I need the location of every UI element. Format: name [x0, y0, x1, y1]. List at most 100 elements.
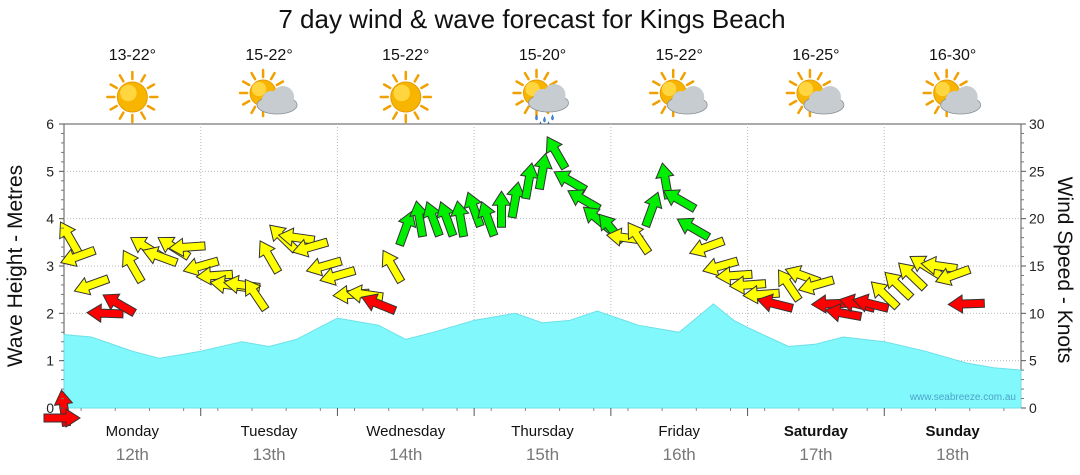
day-temperature-label: 15-22° — [382, 47, 429, 64]
y-right-tick-label: 25 — [1029, 163, 1045, 179]
partly-cloudy-icon — [922, 68, 982, 118]
wind-arrow-shape — [291, 237, 330, 258]
wind-arrow — [195, 265, 234, 286]
wind-arrow — [641, 191, 663, 229]
wind-arrow — [102, 293, 137, 318]
wind-arrow-shape — [102, 293, 137, 318]
wind-arrow-shape — [195, 265, 234, 286]
partly-cloudy-icon — [785, 68, 845, 118]
wind-arrow — [533, 152, 553, 191]
wind-arrow — [450, 200, 470, 238]
y-axis-left-label: Wave Height - Metres — [4, 165, 27, 367]
wind-arrow-shape — [897, 262, 929, 292]
wind-arrow — [728, 275, 767, 296]
wind-arrow-shape — [947, 294, 985, 314]
day-date-label: 18th — [936, 445, 969, 464]
wind-arrow-shape — [797, 275, 835, 296]
y-left-tick-label: 4 — [46, 211, 54, 227]
wind-arrow — [934, 264, 972, 287]
y-right-tick-label: 15 — [1029, 258, 1045, 274]
wind-arrow-shape — [852, 293, 890, 313]
wind-arrow-shape — [567, 189, 602, 213]
wind-arrow-shape — [436, 200, 458, 238]
wind-arrow — [553, 170, 589, 194]
wind-arrow — [395, 210, 417, 248]
y-right-tick-label: 30 — [1029, 116, 1045, 132]
y-left-tick-label: 2 — [46, 305, 54, 321]
rain-shower-icon — [512, 68, 569, 128]
wind-arrow — [920, 255, 958, 276]
wind-arrow-shape — [519, 162, 540, 200]
wind-arrow — [567, 189, 602, 213]
wind-arrow-shape — [168, 237, 206, 258]
wind-arrow — [702, 256, 740, 277]
wind-arrow-shape — [545, 136, 570, 171]
day-name-label: Friday — [658, 423, 700, 440]
wind-arrow — [491, 190, 512, 228]
sunny-icon — [379, 70, 433, 124]
wind-arrow-shape — [506, 181, 526, 219]
sunny-icon — [106, 70, 159, 124]
wind-arrow — [756, 293, 794, 313]
day-name-label: Thursday — [511, 423, 574, 440]
wind-arrow-shape — [73, 274, 111, 296]
wind-arrow-shape — [258, 240, 283, 275]
y-left-tick-label: 5 — [46, 163, 54, 179]
wind-arrow — [59, 221, 83, 256]
wind-arrow — [319, 266, 357, 286]
axes: 0 1 2 3 4 5 6 0 5 10 15 20 25 30 — [46, 116, 1045, 416]
wind-arrow-shape — [533, 152, 553, 191]
y-right-tick-label: 20 — [1029, 211, 1045, 227]
day-name-label: Monday — [106, 423, 160, 440]
wind-arrow-shape — [43, 408, 81, 428]
wind-arrow-shape — [688, 236, 726, 258]
wind-arrow — [141, 245, 179, 268]
wind-arrow-shape — [884, 271, 915, 301]
wind-arrow — [59, 245, 97, 268]
day-date-label: 16th — [663, 445, 696, 464]
wind-arrow — [244, 278, 270, 313]
wind-arrow — [305, 256, 343, 277]
wind-arrow-shape — [409, 200, 429, 238]
wind-arrow — [852, 293, 890, 313]
wind-arrow — [477, 200, 499, 238]
wind-arrow-shape — [59, 245, 97, 268]
wind-arrow — [86, 303, 124, 324]
wind-arrow-shape — [715, 265, 753, 286]
wind-arrow-shape — [824, 302, 863, 323]
wind-arrow-shape — [463, 191, 485, 229]
y-right-tick-label: 5 — [1029, 353, 1037, 369]
wind-arrow — [676, 217, 712, 242]
day-name-label: Sunday — [926, 423, 981, 440]
wind-arrow-shape — [702, 256, 740, 277]
wind-arrow-shape — [86, 303, 124, 324]
day-labels: Monday 12th Tuesday 13th Wednesday 14th Thursd… — [106, 423, 981, 464]
wind-arrow-shape — [477, 200, 499, 238]
wind-arrow — [422, 200, 444, 238]
wind-arrow-shape — [141, 245, 179, 268]
day-name-label: Saturday — [784, 423, 849, 440]
wind-arrow — [688, 236, 726, 258]
wind-arrow-shape — [381, 249, 406, 285]
wind-arrow-shape — [627, 221, 653, 256]
wind-arrows-series — [43, 136, 985, 428]
day-temperature-label: 15-22° — [245, 47, 292, 64]
y-axis-right-label: Wind Speed - Knots — [1053, 177, 1076, 364]
wind-arrow-shape — [59, 221, 83, 256]
wind-arrow — [436, 200, 458, 238]
wind-arrow-shape — [395, 210, 417, 248]
wind-arrow-shape — [360, 293, 398, 316]
day-date-label: 17th — [799, 445, 832, 464]
wind-arrow — [258, 240, 283, 275]
wave-height-series — [63, 303, 1022, 409]
wind-arrow-shape — [778, 269, 803, 303]
day-date-label: 14th — [389, 445, 422, 464]
wind-arrow-shape — [641, 191, 663, 229]
y-left-tick-label: 3 — [46, 258, 54, 274]
chart-title: 7 day wind & wave forecast for Kings Bea… — [278, 4, 785, 34]
wave-height-area — [63, 303, 1022, 409]
wind-arrow — [545, 136, 570, 171]
wind-arrow-shape — [553, 170, 589, 194]
